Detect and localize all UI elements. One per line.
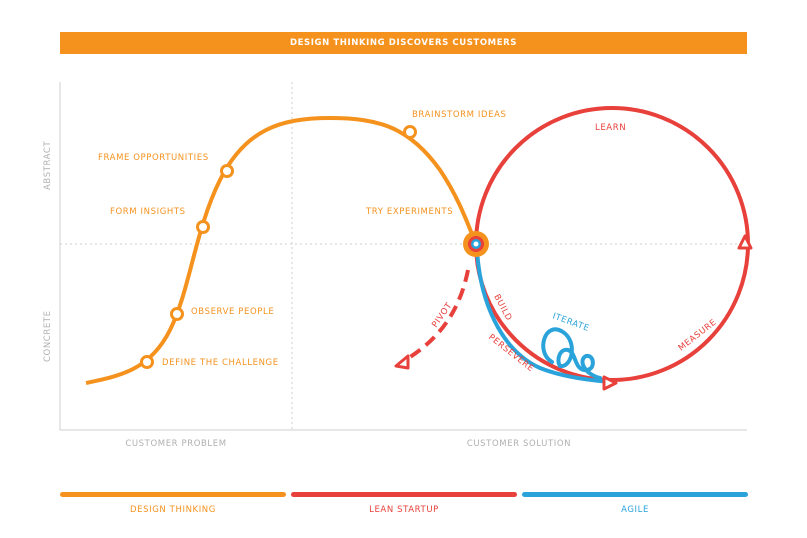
x-axis-left-label: CUSTOMER PROBLEM <box>125 439 226 449</box>
legend-bar-lean-startup <box>291 492 517 497</box>
legend-label-lean-startup: LEAN STARTUP <box>369 505 439 515</box>
persevere-arrow-icon <box>602 375 618 391</box>
hub-center <box>473 241 479 247</box>
x-axis-right-label: CUSTOMER SOLUTION <box>467 439 571 449</box>
design-thinking-curve <box>85 115 478 385</box>
step-label-brainstorm: BRAINSTORM IDEAS <box>412 110 507 120</box>
lean-label-learn: LEARN <box>595 123 626 133</box>
step-label-experiments: TRY EXPERIMENTS <box>365 207 453 217</box>
y-axis-bottom-label: CONCRETE <box>43 310 53 362</box>
step-marker-define <box>140 355 154 369</box>
y-axis-top-label: ABSTRACT <box>43 141 53 190</box>
step-marker-brainstorm <box>403 125 417 139</box>
legend-bar-design-thinking <box>60 492 286 497</box>
lean-loop-circle <box>474 106 750 383</box>
step-marker-insights <box>196 220 210 234</box>
pivot-path <box>400 269 470 364</box>
step-label-define: DEFINE THE CHALLENGE <box>162 358 279 368</box>
lean-arrow-up-icon <box>737 234 753 250</box>
step-marker-observe <box>170 307 184 321</box>
agile-iterate-loops <box>541 327 602 380</box>
step-label-observe: OBSERVE PEOPLE <box>191 307 274 317</box>
step-label-insights: FORM INSIGHTS <box>110 207 186 217</box>
agile-path <box>475 249 613 384</box>
legend-label-agile: AGILE <box>621 505 649 515</box>
step-marker-frame <box>220 164 234 178</box>
legend-label-design-thinking: DESIGN THINKING <box>130 505 216 515</box>
step-label-frame: FRAME OPPORTUNITIES <box>98 153 209 163</box>
pivot-arrow-icon <box>394 354 410 370</box>
legend-bar-agile <box>522 492 748 497</box>
banner-title: DESIGN THINKING DISCOVERS CUSTOMERS <box>60 32 747 54</box>
